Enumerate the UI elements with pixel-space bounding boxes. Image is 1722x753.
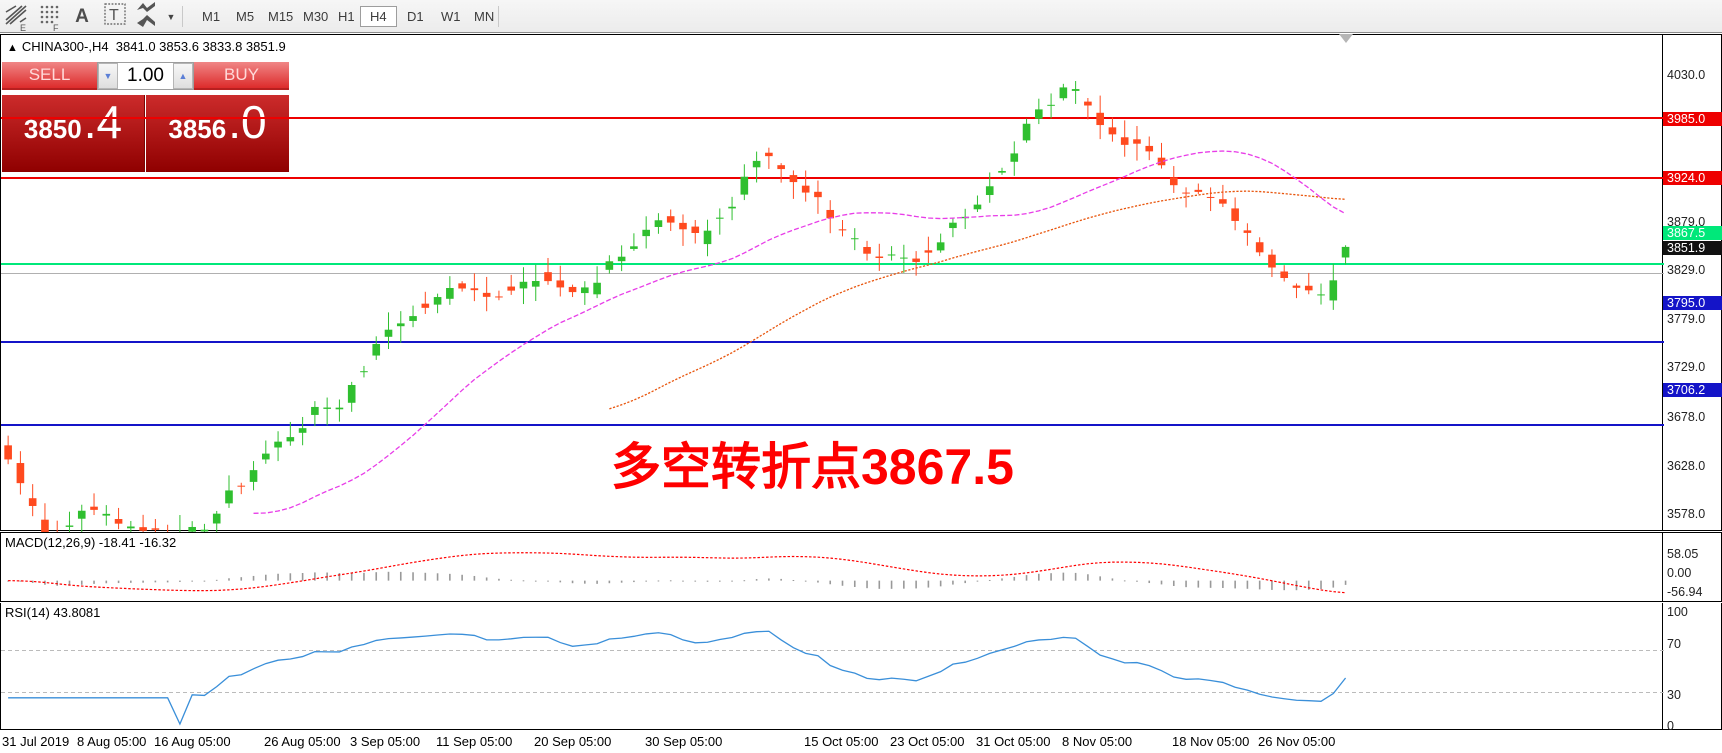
svg-text:F: F <box>53 23 59 33</box>
svg-text:E: E <box>20 23 26 33</box>
svg-text:T: T <box>109 7 119 24</box>
